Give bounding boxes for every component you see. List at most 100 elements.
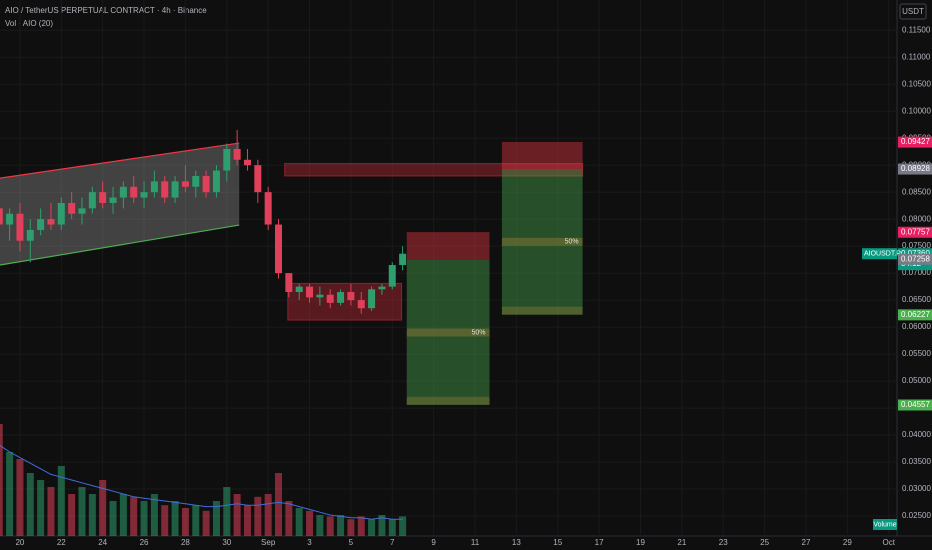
- volume-bar: [6, 452, 14, 536]
- volume-bar: [88, 494, 96, 536]
- candle-body: [285, 273, 293, 293]
- y-tick-label: 0.05000: [902, 376, 931, 385]
- volume-bar: [99, 480, 107, 536]
- y-tick-label: 0.04000: [902, 430, 931, 439]
- y-tick-label: 0.06000: [902, 322, 931, 331]
- y-tick-label: 0.10500: [902, 79, 931, 88]
- mid-band: [501, 237, 583, 246]
- candle-body: [357, 300, 365, 309]
- volume-bar: [16, 459, 24, 536]
- y-tick-label: 0.08500: [902, 187, 931, 196]
- candle-body: [399, 253, 407, 266]
- volume-bar: [140, 501, 148, 536]
- price-label: 0.07757: [901, 227, 930, 236]
- zone: [284, 163, 584, 177]
- target-band: [406, 396, 490, 405]
- volume-bar: [347, 519, 355, 536]
- price-label-box: [898, 253, 932, 265]
- volume-bar: [399, 516, 407, 536]
- candle-body: [306, 286, 314, 298]
- candle-body: [161, 181, 169, 198]
- volume-bar: [264, 494, 272, 536]
- candle-body: [130, 186, 138, 198]
- candle-body: [119, 186, 127, 198]
- volume-bar: [47, 487, 55, 536]
- x-tick-label: 27: [802, 538, 811, 547]
- volume-bar: [275, 473, 283, 536]
- volume-bar: [306, 510, 314, 536]
- x-tick-label: 7: [390, 538, 395, 547]
- volume-bar: [223, 487, 231, 536]
- y-tick-label: 0.03000: [902, 484, 931, 493]
- volume-bar: [316, 515, 324, 536]
- candle-body: [192, 175, 200, 187]
- volume-bar: [202, 510, 210, 536]
- volume-bar: [161, 505, 169, 536]
- volume-bar: [37, 480, 45, 536]
- x-tick-label: 21: [677, 538, 686, 547]
- target-zone: [406, 259, 490, 405]
- chart-title: AIO / TetherUS PERPETUAL CONTRACT · 4h ·…: [5, 6, 207, 15]
- x-tick-label: 22: [57, 538, 66, 547]
- stop-zone: [406, 232, 490, 260]
- stop-zone: [501, 141, 583, 169]
- volume-bar: [212, 501, 220, 536]
- mid-label: 50%: [565, 239, 579, 246]
- candle-body: [26, 229, 34, 241]
- currency[interactable]: USDT: [902, 7, 924, 16]
- symbol-box: [862, 248, 897, 260]
- price-label: 0.07360: [901, 249, 930, 258]
- x-tick-label: 23: [719, 538, 728, 547]
- x-tick-label: 11: [471, 538, 480, 547]
- price-label-box: [898, 136, 932, 148]
- candle-body: [0, 208, 3, 225]
- volume-bar: [295, 508, 303, 536]
- channel-upper: [0, 142, 240, 179]
- volume-tag: Volume: [873, 521, 896, 528]
- candle-body: [233, 148, 241, 160]
- x-tick-label: 20: [15, 538, 24, 547]
- candle-body: [140, 192, 148, 198]
- candle-body: [88, 192, 96, 209]
- x-tick-label: Oct: [882, 538, 895, 547]
- volume-bar: [326, 516, 334, 536]
- volume-bar: [26, 473, 34, 536]
- symbol-label: AIOUSDT.P: [864, 251, 901, 258]
- candle-body: [150, 181, 158, 193]
- candle-body: [254, 165, 262, 193]
- candle-body: [326, 294, 334, 303]
- mid-label: 50%: [471, 329, 485, 336]
- candle-body: [223, 148, 231, 171]
- volume-bar: [109, 501, 117, 536]
- y-tick-label: 0.08000: [902, 214, 931, 223]
- volume-bar: [368, 519, 376, 536]
- candle-body: [57, 202, 65, 225]
- y-tick-label: 0.05500: [902, 349, 931, 358]
- candle-body: [295, 286, 303, 293]
- candle-body: [99, 192, 107, 203]
- volume-bar: [130, 496, 138, 536]
- candle-body: [212, 170, 220, 193]
- currency-box[interactable]: [899, 3, 927, 20]
- candle-body: [337, 292, 345, 303]
- volume-bar: [337, 515, 345, 536]
- volume-bar: [0, 424, 3, 536]
- x-tick-label: 28: [181, 538, 190, 547]
- candle-body: [68, 202, 76, 214]
- candle-body: [368, 289, 376, 309]
- y-tick-label: 0.11500: [902, 25, 931, 34]
- price-label: 0.04557: [901, 400, 930, 409]
- candle-body: [181, 181, 189, 187]
- x-tick-label: 26: [140, 538, 149, 547]
- candle-body: [109, 197, 117, 203]
- x-tick-label: 17: [595, 538, 604, 547]
- y-tick-label: 0.10000: [902, 106, 931, 115]
- volume-bar: [78, 487, 86, 536]
- price-label: 0.06227: [901, 310, 930, 319]
- candle-body: [171, 181, 179, 198]
- volume-bar: [378, 515, 386, 536]
- price-label-box: [898, 226, 932, 238]
- candle-body: [243, 159, 251, 166]
- candle-body: [202, 175, 210, 193]
